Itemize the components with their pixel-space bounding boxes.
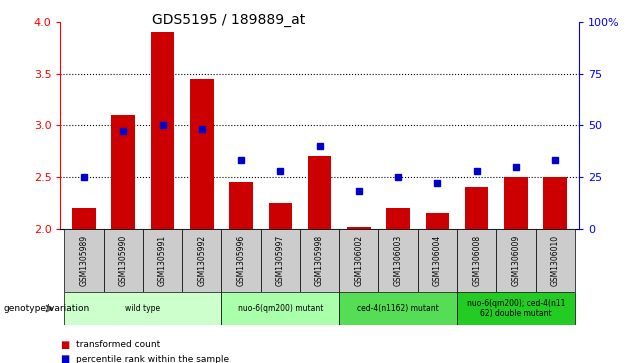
Bar: [536, 229, 575, 292]
Bar: [504, 177, 528, 229]
Text: GSM1305992: GSM1305992: [197, 235, 206, 286]
Text: GSM1306002: GSM1306002: [354, 235, 363, 286]
Text: GSM1305991: GSM1305991: [158, 235, 167, 286]
Bar: [151, 32, 174, 229]
Bar: [229, 182, 253, 229]
Bar: [221, 229, 261, 292]
Bar: [190, 79, 214, 229]
Bar: [268, 203, 292, 229]
Text: GSM1305998: GSM1305998: [315, 235, 324, 286]
Text: GSM1305989: GSM1305989: [80, 235, 88, 286]
Text: transformed count: transformed count: [76, 340, 160, 349]
Bar: [378, 229, 418, 292]
Text: GSM1306004: GSM1306004: [433, 235, 442, 286]
Text: genotype/variation: genotype/variation: [3, 304, 90, 313]
Text: GSM1305990: GSM1305990: [119, 235, 128, 286]
Bar: [300, 229, 339, 292]
Bar: [457, 229, 496, 292]
Bar: [221, 292, 339, 325]
Bar: [457, 292, 575, 325]
Text: nuo-6(qm200) mutant: nuo-6(qm200) mutant: [238, 304, 323, 313]
Text: wild type: wild type: [125, 304, 160, 313]
Text: nuo-6(qm200); ced-4(n11
62) double mutant: nuo-6(qm200); ced-4(n11 62) double mutan…: [467, 299, 565, 318]
Bar: [143, 229, 182, 292]
Bar: [339, 292, 457, 325]
Bar: [543, 177, 567, 229]
Text: GSM1306010: GSM1306010: [551, 235, 560, 286]
Bar: [182, 229, 221, 292]
Text: ced-4(n1162) mutant: ced-4(n1162) mutant: [357, 304, 439, 313]
Bar: [64, 229, 104, 292]
Bar: [347, 227, 371, 229]
Text: GSM1305997: GSM1305997: [276, 235, 285, 286]
Bar: [465, 187, 488, 229]
Bar: [496, 229, 536, 292]
Bar: [64, 292, 221, 325]
Text: GSM1306009: GSM1306009: [511, 235, 520, 286]
Bar: [425, 213, 449, 229]
Text: GDS5195 / 189889_at: GDS5195 / 189889_at: [153, 13, 305, 27]
Text: ■: ■: [60, 340, 70, 350]
Bar: [339, 229, 378, 292]
Bar: [73, 208, 96, 229]
Bar: [386, 208, 410, 229]
Text: GSM1306008: GSM1306008: [472, 235, 481, 286]
Text: GSM1305996: GSM1305996: [237, 235, 245, 286]
Bar: [418, 229, 457, 292]
Bar: [104, 229, 143, 292]
Text: ■: ■: [60, 354, 70, 363]
Bar: [111, 115, 135, 229]
Text: GSM1306003: GSM1306003: [394, 235, 403, 286]
Bar: [308, 156, 331, 229]
Bar: [261, 229, 300, 292]
Text: percentile rank within the sample: percentile rank within the sample: [76, 355, 230, 363]
